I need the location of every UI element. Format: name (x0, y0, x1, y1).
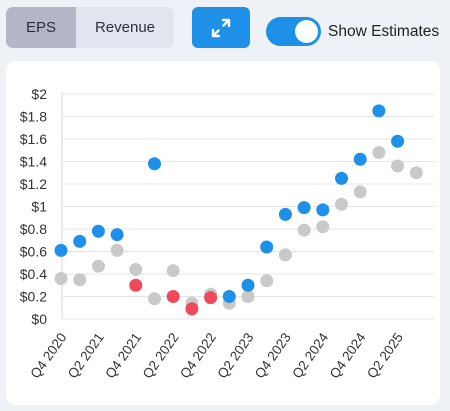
eps-scatter-chart: $2 $1.8 $1.6 $1.4 $1.2 $1 $0.8 $0.6 $0.4 $0.2 $0 Q… (20, 86, 434, 381)
actual-eps-point[interactable] (166, 290, 180, 303)
estimate-point[interactable] (54, 272, 68, 285)
x-tick-label: Q4 2021 (102, 330, 144, 381)
estimate-point[interactable] (409, 166, 423, 180)
y-tick-label: $0.4 (20, 266, 47, 282)
y-tick-label: $1.6 (20, 131, 47, 147)
y-tick-label: $1 (31, 199, 47, 215)
expand-button[interactable] (192, 7, 250, 48)
estimate-point[interactable] (166, 264, 180, 278)
actual-eps-point[interactable] (129, 278, 143, 292)
actual-eps-point[interactable] (185, 302, 199, 316)
toggle-knob (295, 20, 318, 43)
y-tick-label: $1.4 (20, 154, 47, 170)
y-tick-label: $1.2 (20, 176, 47, 192)
y-tick-label: $0 (31, 311, 47, 327)
actual-eps-point[interactable] (91, 224, 105, 238)
show-estimates-label: Show Estimates (328, 23, 440, 40)
estimate-point[interactable] (73, 273, 87, 287)
estimate-point[interactable] (241, 290, 255, 303)
x-tick-label: Q2 2023 (214, 330, 256, 381)
x-tick-label: Q2 2024 (289, 330, 331, 381)
actual-eps-point[interactable] (222, 290, 236, 303)
actual-eps-point[interactable] (241, 278, 255, 292)
actual-eps-point[interactable] (73, 234, 87, 248)
estimate-point[interactable] (260, 274, 274, 288)
actual-eps-point[interactable] (54, 243, 68, 257)
show-estimates-toggle[interactable] (266, 17, 321, 46)
actual-eps-point[interactable] (353, 152, 367, 166)
actual-eps-point[interactable] (297, 201, 311, 215)
estimate-point[interactable] (278, 248, 292, 262)
actual-eps-point[interactable] (110, 228, 124, 242)
estimate-point[interactable] (372, 146, 386, 159)
estimate-point[interactable] (148, 292, 161, 306)
x-tick-label: Q4 2022 (177, 330, 219, 381)
eps-tab[interactable]: EPS (6, 7, 76, 48)
actual-eps-point[interactable] (260, 240, 274, 254)
revenue-tab[interactable]: Revenue (94, 19, 156, 36)
estimate-point[interactable] (391, 159, 405, 173)
actual-eps-point[interactable] (391, 134, 405, 148)
y-tick-label: $2 (31, 86, 47, 102)
x-tick-label: Q2 2021 (65, 330, 107, 381)
estimate-point[interactable] (335, 197, 348, 211)
x-tick-label: Q4 2023 (252, 330, 294, 381)
metric-segmented-control: EPS Revenue (6, 7, 174, 48)
x-tick-label: Q2 2025 (364, 330, 406, 381)
actual-eps-point[interactable] (335, 171, 348, 185)
y-tick-label: $0.8 (20, 221, 47, 237)
estimate-point[interactable] (353, 185, 367, 199)
estimate-point[interactable] (316, 220, 330, 234)
actual-eps-point[interactable] (148, 157, 161, 171)
estimate-point[interactable] (110, 243, 124, 257)
x-tick-label: Q2 2022 (140, 330, 182, 381)
y-tick-label: $1.8 (20, 109, 47, 125)
y-tick-label: $0.2 (20, 289, 47, 305)
actual-eps-point[interactable] (278, 207, 292, 221)
toolbar: EPS Revenue Show Estimates (0, 0, 450, 60)
y-tick-label: $0.6 (20, 244, 47, 260)
estimate-point[interactable] (129, 263, 143, 276)
estimate-point[interactable] (91, 259, 105, 273)
actual-eps-point[interactable] (372, 104, 386, 118)
expand-arrows-icon (211, 18, 231, 38)
actual-eps-point[interactable] (316, 203, 330, 217)
x-tick-label: Q4 2024 (327, 330, 369, 381)
actual-eps-point[interactable] (204, 291, 218, 305)
x-tick-label: Q4 2020 (27, 330, 69, 381)
eps-chart-card: $2 $1.8 $1.6 $1.4 $1.2 $1 $0.8 $0.6 $0.4 $0.2 $0 Q… (6, 61, 440, 405)
estimate-point[interactable] (297, 223, 311, 237)
